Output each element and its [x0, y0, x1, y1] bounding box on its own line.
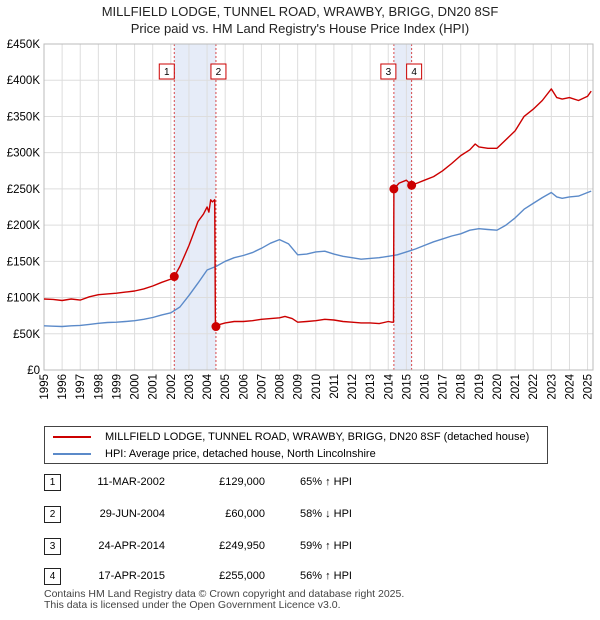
footer: Contains HM Land Registry data © Crown c… [44, 589, 404, 611]
x-tick-label: 2003 [184, 374, 196, 400]
table-row: 1 11-MAR-2002 £129,000 65% ↑ HPI [40, 472, 580, 492]
x-tick-label: 2017 [438, 374, 450, 400]
x-tick-label: 1995 [39, 374, 51, 400]
x-tick-label: 2025 [583, 374, 595, 400]
transaction-number-badge: 3 [44, 538, 61, 555]
table-row: 4 17-APR-2015 £255,000 56% ↑ HPI [40, 566, 580, 586]
x-tick-label: 2019 [474, 374, 486, 400]
transaction-label-box [210, 63, 227, 80]
x-tick-label: 2005 [220, 374, 232, 400]
legend: MILLFIELD LODGE, TUNNEL ROAD, WRAWBY, BR… [44, 426, 548, 464]
y-tick-label: £350K [7, 111, 41, 123]
legend-item-property: MILLFIELD LODGE, TUNNEL ROAD, WRAWBY, BR… [53, 429, 529, 445]
x-tick-label: 2022 [528, 374, 540, 400]
transaction-label: 4 [411, 67, 417, 78]
y-tick-label: £300K [7, 148, 41, 160]
price-chart: £0 £50K £100K £150K £200K £250K £300K £350K £400… [7, 39, 595, 400]
transaction-hpi-diff: 58% ↓ HPI [300, 508, 352, 520]
transaction-date: 29-JUN-2004 [99, 508, 165, 520]
transaction-date: 11-MAR-2002 [97, 476, 165, 488]
x-tick-label: 2007 [256, 374, 268, 400]
x-tick-label: 1996 [57, 374, 69, 400]
y-tick-label: £200K [7, 220, 41, 232]
transaction-price: £249,950 [219, 540, 265, 552]
transaction-number-badge: 2 [44, 506, 61, 523]
x-tick-label: 2020 [492, 374, 504, 400]
x-tick-label: 2004 [202, 373, 214, 399]
legend-swatch-hpi [53, 453, 91, 455]
y-tick-label: £450K [7, 39, 41, 51]
transaction-price: £60,000 [225, 508, 265, 520]
x-tick-label: 2024 [564, 373, 576, 399]
y-tick-label: £100K [7, 293, 41, 305]
transaction-point [389, 184, 399, 194]
plot-area [44, 44, 593, 370]
chart-subtitle: Price paid vs. HM Land Registry's House … [130, 21, 470, 36]
transaction-point [407, 180, 417, 190]
x-tick-label: 2009 [293, 374, 305, 400]
transaction-label-box [380, 63, 397, 80]
transaction-hpi-diff: 65% ↑ HPI [300, 476, 352, 488]
table-row: 3 24-APR-2014 £249,950 59% ↑ HPI [40, 536, 580, 556]
legend-label-property: MILLFIELD LODGE, TUNNEL ROAD, WRAWBY, BR… [105, 431, 530, 443]
x-tick-label: 2006 [238, 374, 250, 400]
y-tick-label: £400K [7, 75, 41, 87]
transaction-price: £129,000 [219, 476, 265, 488]
legend-label-hpi: HPI: Average price, detached house, Nort… [105, 448, 376, 460]
legend-swatch-property [53, 436, 91, 438]
transaction-number-badge: 4 [44, 568, 61, 585]
y-tick-label: £250K [7, 184, 41, 196]
transaction-label-box [406, 63, 423, 80]
x-tick-label: 1998 [93, 374, 105, 400]
x-tick-label: 2023 [546, 374, 558, 400]
chart-title: MILLFIELD LODGE, TUNNEL ROAD, WRAWBY, BR… [101, 4, 499, 19]
transaction-price: £255,000 [219, 570, 265, 582]
y-tick-label: £50K [13, 329, 40, 341]
transaction-label-box [158, 63, 175, 80]
transaction-point [211, 322, 221, 332]
shaded-range [393, 44, 412, 370]
x-tick-label: 2014 [383, 373, 395, 399]
transaction-date: 17-APR-2015 [98, 570, 165, 582]
x-tick-label: 2002 [166, 374, 178, 400]
transaction-date: 24-APR-2014 [98, 540, 165, 552]
transaction-label: 3 [386, 67, 392, 78]
y-tick-label: £0 [27, 365, 40, 377]
x-tick-label: 2016 [419, 374, 431, 400]
property-price-line [43, 88, 592, 328]
x-tick-label: 2021 [510, 374, 522, 400]
transaction-label: 2 [216, 67, 222, 78]
table-row: 2 29-JUN-2004 £60,000 58% ↓ HPI [40, 504, 580, 524]
transaction-point [169, 272, 179, 282]
x-tick-label: 1999 [111, 374, 123, 400]
x-tick-label: 2018 [456, 374, 468, 400]
transaction-hpi-diff: 56% ↑ HPI [300, 570, 352, 582]
x-tick-label: 2001 [148, 374, 160, 400]
transaction-hpi-diff: 59% ↑ HPI [300, 540, 352, 552]
hpi-line [43, 190, 592, 328]
x-tick-label: 2010 [311, 374, 323, 400]
y-tick-label: £150K [7, 256, 41, 268]
legend-item-hpi: HPI: Average price, detached house, Nort… [53, 446, 376, 462]
x-tick-label: 1997 [75, 374, 87, 400]
x-tick-label: 2015 [401, 374, 413, 400]
x-tick-label: 2008 [275, 374, 287, 400]
footer-copyright: Contains HM Land Registry data © Crown c… [44, 588, 405, 600]
x-tick-label: 2013 [365, 374, 377, 400]
x-tick-label: 2000 [130, 374, 142, 400]
footer-license: This data is licensed under the Open Gov… [44, 599, 341, 611]
transaction-number-badge: 1 [44, 474, 61, 491]
plot-frame [43, 43, 594, 371]
x-tick-label: 2011 [329, 374, 341, 399]
x-tick-label: 2012 [347, 374, 359, 400]
transaction-label: 1 [164, 67, 170, 78]
